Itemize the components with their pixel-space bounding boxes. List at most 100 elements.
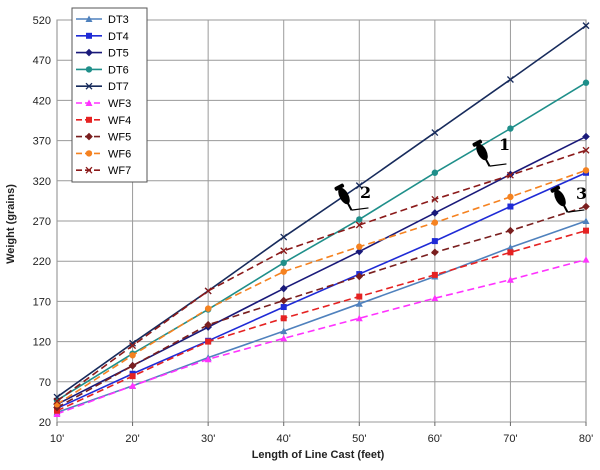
x-tick-label: 50' <box>352 433 366 445</box>
data-point <box>431 219 439 226</box>
x-tick-label: 70' <box>503 433 517 445</box>
data-point <box>431 209 439 217</box>
legend-label: DT6 <box>108 64 129 76</box>
legend-marker <box>85 48 93 57</box>
data-point <box>355 314 363 322</box>
x-tick-label: 40' <box>277 433 291 445</box>
y-tick-label: 170 <box>33 296 51 308</box>
data-point <box>129 373 136 380</box>
x-tick-label: 80' <box>579 433 593 445</box>
x-tick-label: 60' <box>428 433 442 445</box>
legend-label: WF6 <box>108 148 131 160</box>
data-point <box>582 202 590 211</box>
data-point <box>582 79 590 86</box>
data-point <box>53 397 61 405</box>
legend-marker <box>85 166 93 174</box>
y-tick-label: 220 <box>33 256 51 268</box>
data-point <box>128 361 137 370</box>
legend-marker <box>85 82 93 90</box>
data-point <box>204 287 212 295</box>
data-point <box>431 129 439 137</box>
legend-item: DT5 <box>76 48 129 60</box>
data-point <box>506 276 514 283</box>
cast-hand-icon <box>550 185 585 213</box>
y-tick-label: 470 <box>33 55 51 67</box>
legend-item: DT7 <box>76 81 129 93</box>
data-point <box>279 284 288 293</box>
series-line <box>56 258 587 415</box>
data-point <box>582 22 590 30</box>
data-point <box>583 227 589 234</box>
annotations: 1 2 3 <box>334 135 587 213</box>
data-point <box>129 382 137 389</box>
y-tick-label: 20 <box>39 417 51 429</box>
data-point <box>129 342 137 350</box>
series-lines <box>53 22 590 417</box>
legend-marker <box>85 150 93 157</box>
data-point <box>355 182 363 190</box>
legend-label: DT7 <box>108 81 129 93</box>
data-point <box>280 268 287 275</box>
legend-marker <box>86 32 92 39</box>
y-tick-label: 370 <box>33 136 51 148</box>
legend-label: DT3 <box>108 14 129 26</box>
data-point <box>507 125 514 132</box>
annotation-2: 2 <box>334 183 371 211</box>
data-point <box>356 243 363 250</box>
series-line <box>56 169 587 405</box>
annotation-1: 1 <box>472 135 510 167</box>
data-point <box>356 293 363 300</box>
data-point <box>280 334 288 342</box>
series-line <box>56 24 587 398</box>
legend-item: WF3 <box>76 98 131 110</box>
data-point <box>582 132 590 141</box>
data-point <box>431 238 438 245</box>
data-point <box>506 76 514 83</box>
series-wf6 <box>53 167 590 408</box>
data-point <box>431 271 438 278</box>
legend-item: WF5 <box>76 132 131 144</box>
data-point <box>507 203 514 210</box>
legend-item: WF4 <box>76 115 131 127</box>
data-point <box>355 247 364 256</box>
data-point <box>204 355 212 363</box>
data-point <box>506 226 515 235</box>
legend: DT3 DT4 DT5 DT6 DT7 WF3 WF4 WF5 WF6 WF7 <box>71 7 148 183</box>
y-tick-label: 120 <box>33 337 51 349</box>
y-tick-label: 320 <box>33 176 51 188</box>
annotation-label: 3 <box>576 184 587 203</box>
data-point <box>279 296 288 305</box>
legend-box <box>71 7 148 183</box>
legend-label: DT5 <box>108 48 129 60</box>
data-point <box>53 401 61 408</box>
data-point <box>356 216 363 223</box>
y-tick-label: 420 <box>33 95 51 107</box>
legend-item: WF6 <box>76 148 131 160</box>
cast-hand-icon <box>472 139 507 167</box>
y-tick-label: 270 <box>33 216 51 228</box>
data-point <box>582 167 590 174</box>
legend-label: WF5 <box>108 132 131 144</box>
legend-item: DT6 <box>76 64 129 76</box>
series-line <box>56 229 587 412</box>
legend-item: WF7 <box>76 165 131 177</box>
x-tick-label: 10' <box>50 433 64 445</box>
legend-label: WF3 <box>108 98 131 110</box>
data-point <box>582 217 590 224</box>
data-point <box>431 195 439 203</box>
cast-hand-icon <box>334 183 369 211</box>
series-wf7 <box>53 146 590 405</box>
legend-marker <box>86 116 92 123</box>
y-tick-label: 70 <box>39 377 51 389</box>
data-point <box>280 315 287 322</box>
x-tick-labels: 10' 20' 30' 40' 50' 60' 70' 80' <box>50 433 593 445</box>
series-line <box>56 149 587 402</box>
x-axis-title: Length of Line Cast (feet) <box>252 449 385 461</box>
annotation-label: 1 <box>499 135 510 154</box>
legend-item: DT4 <box>76 31 129 43</box>
data-point <box>431 294 439 302</box>
annotation-label: 2 <box>360 183 371 202</box>
data-point <box>205 338 212 345</box>
legend-item: DT3 <box>76 14 129 26</box>
data-point <box>355 272 364 281</box>
